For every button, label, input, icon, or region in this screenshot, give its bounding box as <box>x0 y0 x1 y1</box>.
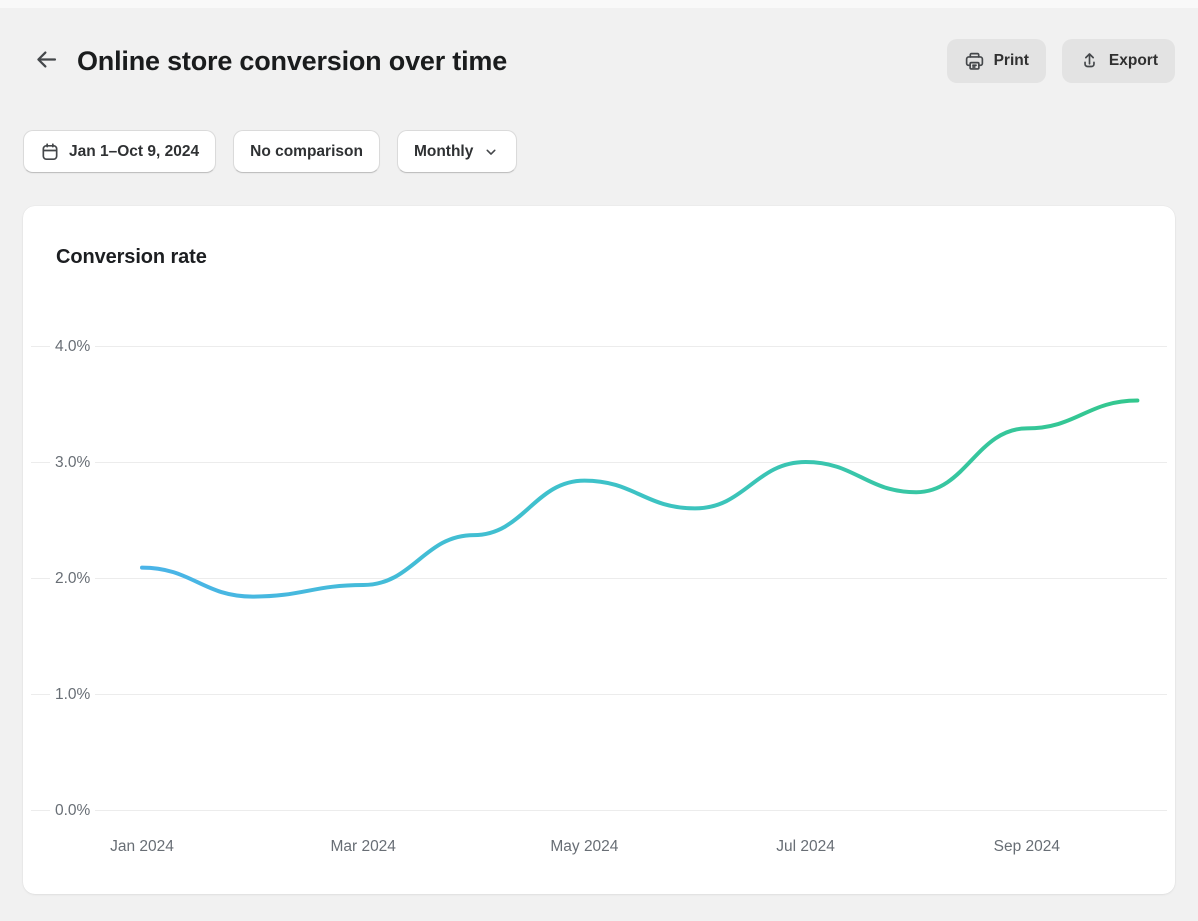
x-axis-label: Mar 2024 <box>330 838 396 855</box>
back-button[interactable] <box>31 46 61 76</box>
x-axis-label: Sep 2024 <box>993 838 1060 855</box>
header-actions: Print Export <box>946 39 1175 83</box>
comparison-label: No comparison <box>250 142 363 160</box>
y-gridline <box>31 461 1167 463</box>
y-axis-label: 1.0% <box>50 682 96 706</box>
date-range-picker[interactable]: Jan 1–Oct 9, 2024 <box>23 130 217 173</box>
y-gridline <box>31 345 1167 347</box>
granularity-label: Monthly <box>413 142 474 160</box>
x-axis-label: May 2024 <box>550 838 619 855</box>
y-axis-label: 3.0% <box>50 450 96 474</box>
print-button-label: Print <box>993 52 1029 69</box>
export-button-label: Export <box>1108 52 1158 69</box>
x-axis-label: Jan 2024 <box>110 838 174 855</box>
x-axis-label: Jul 2024 <box>776 838 835 855</box>
chevron-down-icon <box>482 143 500 161</box>
chart-area[interactable]: 0.0% 1.0% 2.0% 3.0% 4.0% Jan 2024 Mar 2024 May … <box>23 206 1175 894</box>
conversion-rate-line-chart[interactable] <box>23 206 1175 894</box>
y-gridline <box>31 693 1167 695</box>
comparison-selector[interactable]: No comparison <box>233 130 380 173</box>
granularity-selector[interactable]: Monthly <box>396 130 518 173</box>
calendar-icon <box>40 142 60 162</box>
window-top-strip <box>0 0 1198 8</box>
y-gridline <box>31 577 1167 579</box>
date-range-label: Jan 1–Oct 9, 2024 <box>69 142 200 160</box>
page-title: Online store conversion over time <box>77 45 508 76</box>
report-header: Online store conversion over time Print <box>23 38 1175 84</box>
chart-title: Conversion rate <box>56 246 207 268</box>
y-axis-label: 2.0% <box>50 566 96 590</box>
analytics-report-page: Online store conversion over time Print <box>0 38 1198 894</box>
chart-line <box>140 398 1140 599</box>
print-button[interactable]: Print <box>946 39 1046 83</box>
export-icon <box>1079 51 1100 72</box>
conversion-rate-card: Conversion rate 0.0% 1.0% 2.0% 3.0% 4.0% Jan … <box>23 206 1175 894</box>
y-axis-label: 4.0% <box>50 334 96 358</box>
y-axis-label: 0.0% <box>50 798 96 822</box>
back-arrow-icon <box>33 46 60 76</box>
filter-bar: Jan 1–Oct 9, 2024 No comparison Monthly <box>23 130 1175 173</box>
printer-icon <box>964 51 985 72</box>
export-button[interactable]: Export <box>1061 39 1175 83</box>
y-gridline <box>31 809 1167 811</box>
